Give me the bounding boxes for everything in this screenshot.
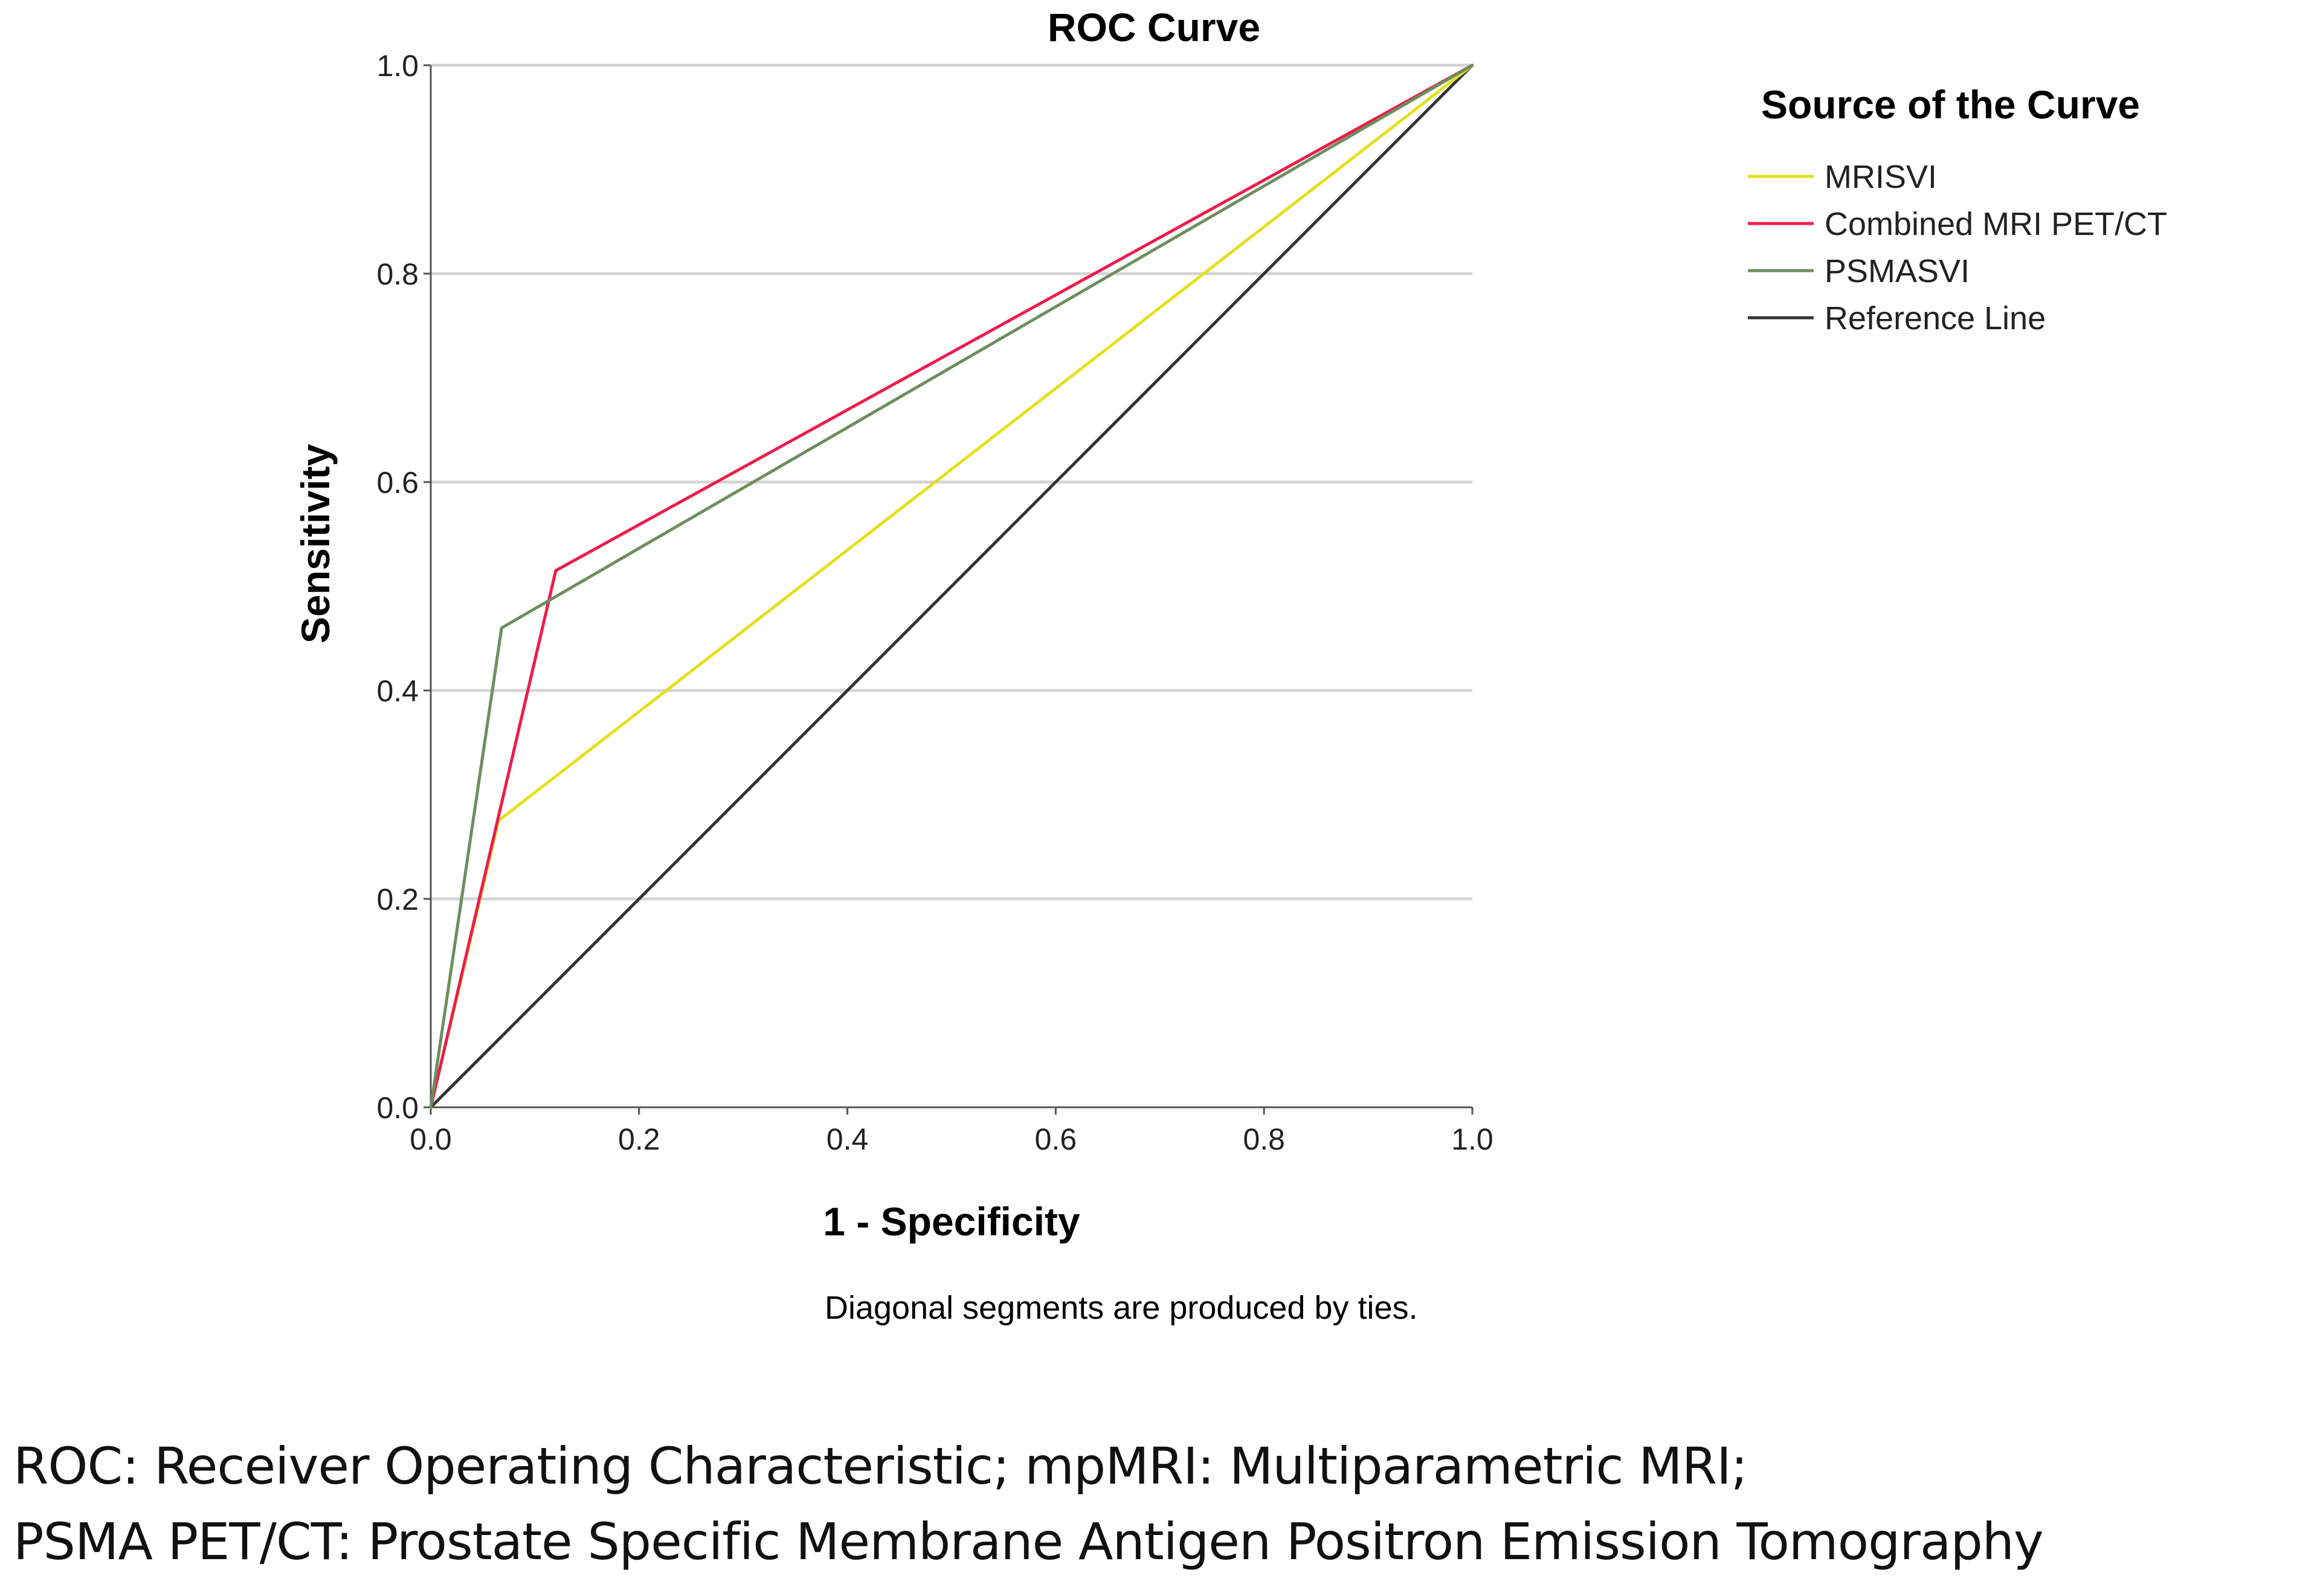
x-tick-label: 0.6 [1035, 1122, 1077, 1156]
x-tick-label: 1.0 [1451, 1122, 1493, 1156]
y-tick-label: 0.2 [376, 883, 419, 916]
y-tick-label: 0.4 [376, 674, 419, 708]
y-tick-label: 1.0 [376, 49, 419, 83]
legend-item: Combined MRI PET/CT [1748, 206, 2167, 242]
legend-label: Combined MRI PET/CT [1825, 206, 2167, 242]
caption-line-2: PSMA PET/CT: Prostate Specific Membrane … [13, 1512, 2044, 1571]
y-tick-label: 0.8 [376, 257, 419, 291]
x-tick-label: 0.0 [410, 1122, 452, 1156]
x-tick-label: 0.4 [826, 1122, 869, 1156]
legend-item: Reference Line [1748, 300, 2046, 336]
ties-note: Diagonal segments are produced by ties. [825, 1290, 1418, 1326]
x-tick-labels: 0.0 0.2 0.4 0.6 0.8 1.0 [410, 1107, 1493, 1156]
legend-items: MRISVI Combined MRI PET/CT PSMASVI Referenc… [1748, 159, 2167, 336]
caption-line-1: ROC: Receiver Operating Characteristic; … [13, 1437, 1748, 1496]
y-axis-label: Sensitivity [293, 444, 338, 643]
axes [430, 65, 1472, 1109]
legend: Source of the Curve MRISVI Combined MRI P… [1748, 82, 2167, 336]
series-line-psmasvi [429, 63, 1474, 1109]
chart-title: ROC Curve [1048, 5, 1260, 50]
y-tick-labels: 0.0 0.2 0.4 0.6 0.8 1.0 [376, 49, 431, 1125]
legend-label: MRISVI [1825, 159, 1937, 195]
legend-title: Source of the Curve [1761, 82, 2140, 127]
x-tick-label: 0.2 [618, 1122, 660, 1156]
series-line-reference-line [429, 63, 1474, 1109]
x-tick-label: 0.8 [1243, 1122, 1285, 1156]
series-line-combined-mri-pet-ct [429, 63, 1474, 1109]
legend-label: PSMASVI [1825, 253, 1970, 289]
series-lines [429, 63, 1474, 1109]
gridlines [431, 63, 1472, 901]
x-axis-label: 1 - Specificity [823, 1199, 1080, 1244]
legend-item: MRISVI [1748, 159, 1937, 195]
y-tick-label: 0.0 [376, 1091, 419, 1125]
legend-label: Reference Line [1825, 300, 2046, 336]
legend-item: PSMASVI [1748, 253, 1970, 289]
y-tick-label: 0.6 [376, 466, 419, 500]
